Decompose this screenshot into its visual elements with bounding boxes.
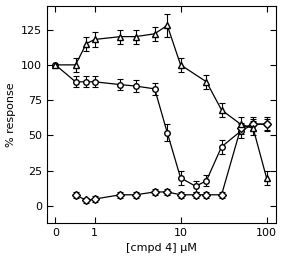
Y-axis label: % response: % response <box>6 82 16 147</box>
X-axis label: [cmpd 4] μM: [cmpd 4] μM <box>126 243 197 254</box>
